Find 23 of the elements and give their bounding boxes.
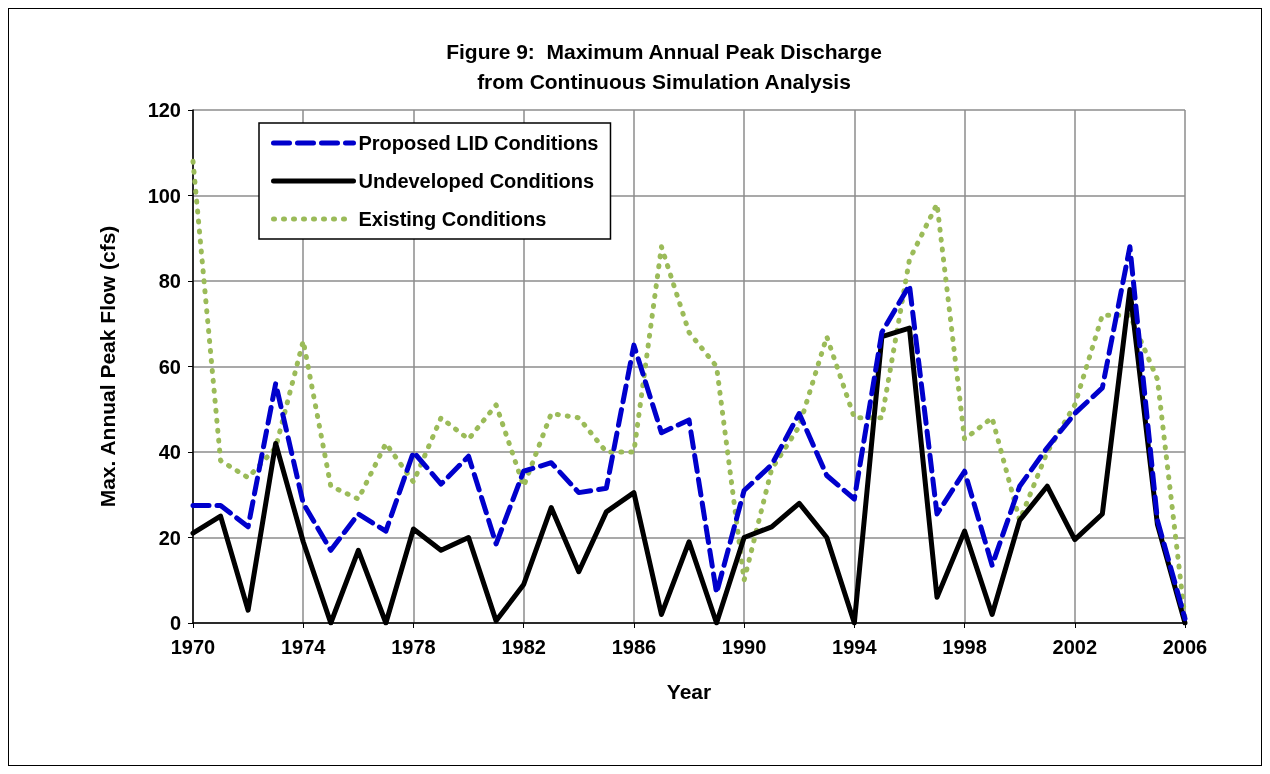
y-axis-title: Max. Annual Peak Flow (cfs): [96, 225, 119, 508]
x-tick-label: 1994: [832, 636, 878, 658]
y-tick-label: 20: [158, 526, 181, 549]
legend-label: Proposed LID Conditions: [358, 132, 599, 154]
y-tick-label: 0: [169, 612, 181, 634]
x-tick-label: 1990: [721, 636, 767, 658]
x-tick-label: 1974: [280, 636, 327, 658]
chart-title: Figure 9: Maximum Annual Peak Discharge from Continuous Simulation Analysis: [446, 39, 882, 93]
x-tick-label: 2002: [1052, 636, 1098, 658]
x-axis-title: Year: [666, 680, 712, 703]
x-tick-label: 2006: [1162, 636, 1208, 658]
legend-label: Undeveloped Conditions: [358, 170, 595, 192]
legend-label: Existing Conditions: [358, 208, 547, 230]
x-tick-label: 1982: [501, 636, 546, 658]
y-tick-label: 100: [147, 184, 181, 207]
y-tick-label: 120: [147, 99, 181, 121]
y-tick-label: 80: [158, 270, 181, 292]
x-tick-label: 1998: [942, 636, 987, 658]
x-tick-label: 1970: [170, 636, 216, 658]
x-tick-label: 1986: [611, 636, 657, 658]
y-tick-label: 40: [158, 441, 181, 463]
y-tick-label: 60: [158, 355, 181, 378]
x-tick-label: 1978: [391, 636, 436, 658]
